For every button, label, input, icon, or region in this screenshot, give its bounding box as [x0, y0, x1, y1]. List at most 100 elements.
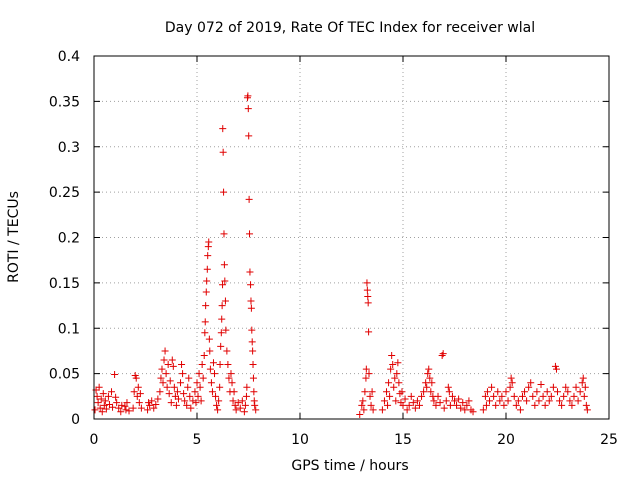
- data-point: [136, 390, 144, 398]
- data-point: [581, 383, 589, 391]
- data-point: [436, 399, 444, 407]
- data-point: [388, 351, 396, 359]
- data-point: [574, 397, 582, 405]
- data-point: [216, 361, 224, 369]
- data-point: [198, 361, 206, 369]
- data-point: [157, 374, 165, 382]
- data-point: [201, 318, 209, 326]
- data-point: [200, 351, 208, 359]
- y-tick-label: 0.2: [58, 231, 80, 247]
- data-point: [132, 374, 140, 382]
- data-point: [224, 361, 232, 369]
- data-point: [568, 401, 576, 409]
- data-point: [453, 401, 461, 409]
- data-point: [245, 132, 253, 140]
- data-point: [130, 388, 138, 396]
- data-point: [360, 406, 368, 414]
- data-point: [560, 392, 568, 400]
- data-point: [99, 390, 107, 398]
- data-point: [403, 406, 411, 414]
- data-point: [512, 401, 520, 409]
- data-point: [500, 401, 508, 409]
- data-point: [196, 383, 204, 391]
- y-tick-label: 0.35: [49, 94, 80, 110]
- data-point: [220, 261, 228, 269]
- data-point: [220, 188, 228, 196]
- data-point: [249, 361, 257, 369]
- data-point: [566, 397, 574, 405]
- y-tick-label: 0.15: [49, 276, 80, 292]
- data-point: [498, 392, 506, 400]
- data-point: [94, 399, 102, 407]
- data-point: [434, 392, 442, 400]
- data-point: [525, 383, 533, 391]
- data-point: [531, 401, 539, 409]
- data-point: [185, 374, 193, 382]
- data-point: [537, 381, 545, 389]
- chart-title: Day 072 of 2019, Rate Of TEC Index for r…: [165, 20, 535, 36]
- data-point: [582, 401, 590, 409]
- data-point: [552, 365, 560, 373]
- data-point: [174, 395, 182, 403]
- data-point: [438, 351, 446, 359]
- data-point: [232, 406, 240, 414]
- data-point: [572, 383, 580, 391]
- data-point: [244, 105, 252, 113]
- data-point: [252, 406, 260, 414]
- data-point: [216, 383, 224, 391]
- y-tick-label: 0.3: [58, 140, 80, 156]
- data-point: [249, 347, 257, 355]
- data-point: [549, 383, 557, 391]
- x-axis-title: GPS time / hours: [291, 458, 408, 474]
- data-point: [481, 392, 489, 400]
- data-point: [556, 397, 564, 405]
- data-point: [369, 406, 377, 414]
- x-tick-label: 5: [193, 432, 202, 448]
- data-point: [163, 383, 171, 391]
- data-point: [448, 392, 456, 400]
- data-point: [219, 148, 227, 156]
- data-point: [93, 392, 101, 400]
- data-point: [359, 397, 367, 405]
- data-point: [168, 356, 176, 364]
- data-point: [390, 383, 398, 391]
- data-point: [187, 404, 195, 412]
- data-point: [444, 383, 452, 391]
- data-point: [364, 299, 372, 307]
- data-point: [156, 388, 164, 396]
- data-point: [217, 342, 225, 350]
- data-point: [203, 265, 211, 273]
- data-point: [229, 397, 237, 405]
- data-point: [211, 370, 219, 378]
- data-point: [104, 392, 112, 400]
- data-point: [496, 397, 504, 405]
- data-point: [516, 406, 524, 414]
- data-point: [214, 406, 222, 414]
- data-point: [535, 397, 543, 405]
- data-point: [502, 388, 510, 396]
- y-tick-label: 0.4: [58, 49, 80, 65]
- data-point: [178, 361, 186, 369]
- data-point: [169, 362, 177, 370]
- data-point: [529, 392, 537, 400]
- data-point: [420, 388, 428, 396]
- data-point: [227, 370, 235, 378]
- data-point: [205, 238, 213, 246]
- data-point: [378, 406, 386, 414]
- data-point: [533, 388, 541, 396]
- data-point: [95, 383, 103, 391]
- data-point: [234, 399, 242, 407]
- data-point: [108, 388, 116, 396]
- data-point: [125, 407, 133, 415]
- data-point: [203, 277, 211, 285]
- data-point: [386, 392, 394, 400]
- axis-ticks: [93, 55, 610, 420]
- data-point: [123, 399, 131, 407]
- data-point: [527, 379, 535, 387]
- data-point: [91, 406, 99, 414]
- data-point: [111, 371, 119, 379]
- data-point: [387, 365, 395, 373]
- grid-lines: [94, 56, 609, 419]
- data-point: [148, 397, 156, 405]
- data-point: [479, 406, 487, 414]
